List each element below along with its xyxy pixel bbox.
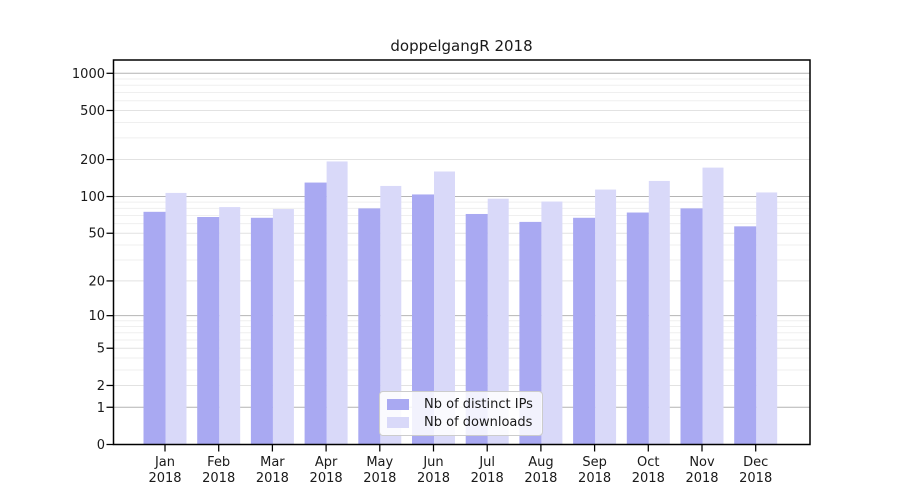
- x-tick-label-month: Aug: [528, 455, 553, 470]
- y-tick-label: 100: [80, 190, 105, 205]
- bar-downloads-dec: [756, 192, 778, 445]
- y-tick-label: 5: [97, 342, 105, 357]
- x-tick-label-month: Feb: [207, 455, 230, 470]
- bar-downloads-mar: [272, 209, 294, 445]
- bar-downloads-apr: [326, 161, 348, 445]
- x-tick-label-month: Mar: [260, 455, 285, 470]
- y-tick-label: 500: [80, 104, 105, 119]
- bar-distinct-ips-jul: [465, 213, 488, 445]
- bar-distinct-ips-jun: [412, 194, 434, 445]
- x-tick-label-year: 2018: [310, 471, 343, 486]
- x-tick-label-month: May: [366, 455, 393, 470]
- x-tick-label-month: Oct: [637, 455, 659, 470]
- bar-distinct-ips-mar: [250, 217, 273, 445]
- bar-downloads-oct: [648, 180, 670, 445]
- y-tick-label: 0: [97, 438, 105, 453]
- bar-distinct-ips-feb: [197, 217, 220, 445]
- x-tick-label-year: 2018: [417, 471, 450, 486]
- bar-downloads-aug: [541, 201, 563, 445]
- x-tick-label-year: 2018: [148, 471, 181, 486]
- y-tick-label: 20: [88, 274, 105, 289]
- x-tick-label-year: 2018: [739, 471, 772, 486]
- x-tick-label-year: 2018: [632, 471, 665, 486]
- x-tick-label-month: Dec: [743, 455, 768, 470]
- y-tick-label: 1000: [72, 67, 105, 82]
- x-tick-label-month: Jul: [478, 455, 495, 470]
- plot-border: [112, 59, 811, 446]
- x-tick-label-month: Nov: [689, 455, 715, 470]
- bar-distinct-ips-aug: [519, 221, 542, 445]
- bar-distinct-ips-jan: [143, 211, 166, 445]
- x-tick-label-year: 2018: [256, 471, 289, 486]
- y-tick-label: 50: [88, 227, 105, 242]
- x-tick-label-month: Jun: [422, 455, 443, 470]
- y-tick-label: 2: [97, 379, 105, 394]
- x-tick-label-year: 2018: [524, 471, 557, 486]
- legend-swatch-distinct-ips: [387, 399, 409, 410]
- y-tick-label: 10: [88, 309, 105, 324]
- bar-downloads-feb: [219, 207, 241, 445]
- bar-downloads-may: [380, 185, 402, 445]
- bar-downloads-sep: [595, 189, 617, 445]
- bar-downloads-jul: [487, 198, 509, 445]
- bar-distinct-ips-apr: [304, 182, 327, 445]
- y-tick-label: 200: [80, 153, 105, 168]
- bar-distinct-ips-oct: [626, 212, 649, 445]
- bar-downloads-jan: [165, 192, 187, 445]
- x-tick-label-month: Jan: [154, 455, 175, 470]
- bar-distinct-ips-may: [358, 208, 381, 445]
- x-tick-label-year: 2018: [363, 471, 396, 486]
- x-tick-label-year: 2018: [685, 471, 718, 486]
- bar-downloads-nov: [702, 167, 724, 445]
- x-tick-label-year: 2018: [202, 471, 235, 486]
- x-tick-label-year: 2018: [578, 471, 611, 486]
- x-tick-label-year: 2018: [471, 471, 504, 486]
- legend-label-downloads: Nb of downloads: [424, 415, 533, 430]
- legend-item-downloads: Nb of downloads: [387, 415, 534, 430]
- legend-swatch-downloads: [387, 417, 409, 428]
- x-tick-label-month: Apr: [315, 455, 338, 470]
- legend-label-distinct-ips: Nb of distinct IPs: [424, 397, 533, 412]
- y-tick-label: 1: [97, 401, 105, 416]
- x-tick-label-month: Sep: [582, 455, 607, 470]
- bar-downloads-jun: [434, 171, 455, 445]
- bar-distinct-ips-dec: [734, 226, 757, 445]
- bar-distinct-ips-nov: [680, 208, 703, 445]
- bar-distinct-ips-sep: [573, 217, 596, 445]
- legend: Nb of distinct IPs Nb of downloads: [379, 391, 543, 436]
- legend-item-distinct-ips: Nb of distinct IPs: [387, 397, 534, 412]
- chart-title: doppelgangR 2018: [390, 37, 533, 55]
